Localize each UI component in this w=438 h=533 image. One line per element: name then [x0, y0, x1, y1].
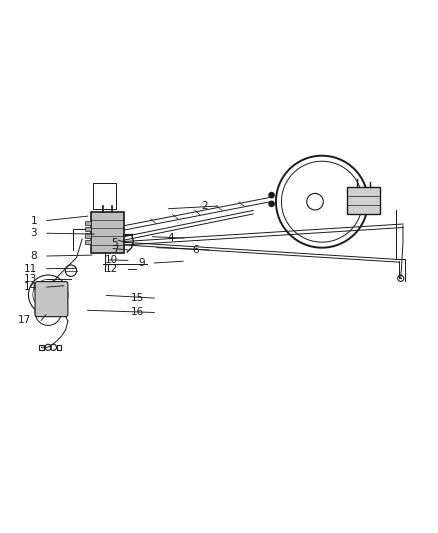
Bar — [85, 221, 91, 225]
Text: 5: 5 — [112, 238, 118, 248]
Bar — [57, 345, 61, 350]
Text: 13: 13 — [24, 274, 37, 284]
Text: 1: 1 — [31, 215, 37, 225]
Text: 17: 17 — [18, 316, 32, 325]
Bar — [85, 240, 91, 244]
Text: 16: 16 — [131, 308, 145, 318]
FancyBboxPatch shape — [35, 281, 68, 317]
Text: 15: 15 — [131, 293, 145, 303]
Bar — [347, 187, 380, 214]
Text: 14: 14 — [24, 282, 37, 292]
Text: 12: 12 — [105, 264, 118, 274]
Text: 10: 10 — [105, 255, 118, 265]
Text: 3: 3 — [31, 228, 37, 238]
Text: 9: 9 — [138, 258, 145, 268]
Bar — [85, 233, 91, 238]
Text: 8: 8 — [31, 251, 37, 261]
Text: 2: 2 — [201, 201, 208, 211]
Text: 6: 6 — [193, 245, 199, 255]
Text: 4: 4 — [168, 233, 174, 243]
Circle shape — [269, 192, 274, 198]
Text: 11: 11 — [24, 264, 37, 273]
Bar — [91, 212, 124, 253]
Text: 7: 7 — [112, 245, 118, 255]
Bar — [85, 227, 91, 231]
Circle shape — [269, 201, 274, 206]
Bar — [39, 345, 44, 350]
